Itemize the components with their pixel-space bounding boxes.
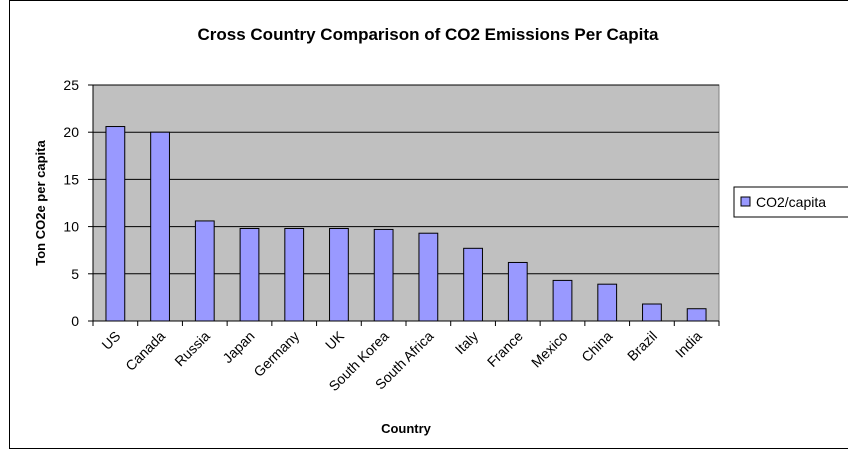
x-tick-label: Russia (171, 328, 213, 370)
y-tick-label: 25 (63, 77, 79, 93)
plot-area (92, 84, 720, 322)
chart-title: Cross Country Comparison of CO2 Emission… (198, 25, 660, 44)
chart-frame (9, 0, 848, 449)
bar-italy (463, 247, 483, 322)
bars (105, 126, 707, 322)
y-axis: 0 5 10 15 20 25 (63, 77, 94, 329)
bar-india (686, 308, 707, 322)
x-tick-label: Germany (250, 328, 302, 380)
bar-china (597, 283, 618, 322)
y-tick-label: 0 (71, 313, 79, 329)
x-tick-label: US (98, 328, 123, 353)
y-tick-label: 10 (63, 219, 79, 235)
bar-south-africa (418, 232, 439, 322)
bar-brazil (642, 303, 662, 322)
bar-south-korea (373, 228, 394, 322)
x-tick-label: UK (322, 327, 348, 353)
bar-germany (284, 227, 305, 322)
bar-russia (194, 220, 215, 322)
x-tick-label: Brazil (624, 328, 660, 364)
x-tick-label: Japan (219, 328, 257, 366)
bar-us (105, 126, 126, 322)
x-tick-label: China (578, 328, 615, 365)
legend: CO2/capita (733, 186, 848, 218)
x-tick-label: France (484, 328, 526, 370)
x-tick-label: Mexico (528, 328, 571, 371)
bar-uk (329, 227, 349, 322)
legend-box (733, 186, 848, 218)
legend-label: CO2/capita (756, 194, 826, 210)
x-tick-label: Canada (122, 328, 168, 374)
bar-mexico (552, 279, 573, 322)
bar-japan (239, 227, 260, 322)
x-axis-title: Country (381, 421, 432, 436)
x-tick-label: Italy (452, 328, 481, 357)
bar-france (507, 261, 528, 322)
legend-swatch (740, 196, 751, 207)
y-tick-label: 15 (63, 171, 79, 187)
y-tick-label: 5 (71, 266, 79, 282)
x-tick-label: India (672, 328, 705, 361)
y-tick-label: 20 (63, 124, 79, 140)
bar-canada (150, 131, 170, 322)
y-axis-title: Ton CO2e per capita (33, 140, 48, 266)
